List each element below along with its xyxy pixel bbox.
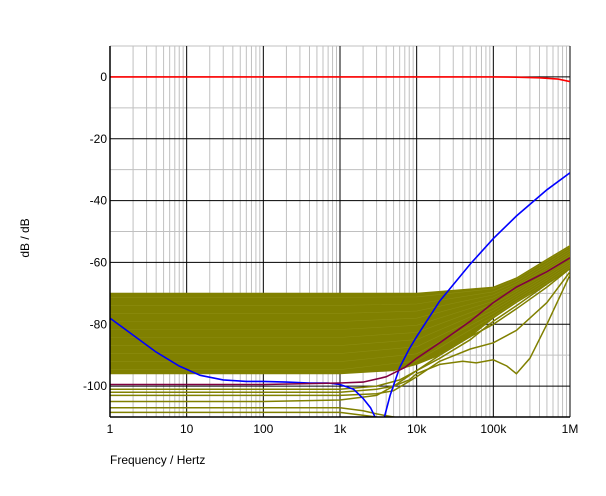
x-tick-label: 1k <box>334 422 348 436</box>
olive-band-streak <box>110 246 570 298</box>
olive-series-line <box>110 274 570 394</box>
x-tick-label: 100k <box>480 422 507 436</box>
series-line <box>110 257 570 386</box>
series-line <box>383 172 570 417</box>
x-axis-label: Frequency / Hertz <box>110 453 205 467</box>
x-tick-label: 100 <box>253 422 273 436</box>
olive-series-line <box>110 267 570 390</box>
olive-series-line <box>110 268 570 403</box>
olive-band-area <box>110 244 570 375</box>
olive-band-streak <box>110 248 570 306</box>
y-tick-label: -20 <box>90 132 108 146</box>
series-line <box>110 76 570 83</box>
olive-series-line <box>110 411 381 417</box>
y-tick-label: 0 <box>100 70 107 84</box>
olive-band-streak <box>110 250 570 314</box>
x-tick-label: 10k <box>407 422 427 436</box>
y-tick-label: -60 <box>90 255 108 269</box>
x-tick-label: 1M <box>562 422 579 436</box>
olive-band-streak <box>110 260 570 346</box>
olive-band-streak <box>110 264 570 362</box>
olive-band-streak <box>110 267 570 370</box>
series-lines <box>110 76 570 417</box>
axes <box>109 46 570 418</box>
x-tick-label: 10 <box>180 422 194 436</box>
olive-series-line <box>110 406 398 417</box>
y-tick-label: -100 <box>83 379 107 393</box>
olive-band <box>110 244 570 417</box>
olive-band-streak <box>110 255 570 330</box>
olive-band-streak <box>110 262 570 354</box>
series-line <box>110 317 376 417</box>
olive-band-streak <box>110 257 570 338</box>
y-axis-label: dB / dB <box>18 218 32 257</box>
y-tick-label: -40 <box>90 194 108 208</box>
olive-band-streak <box>110 253 570 322</box>
olive-series-line <box>110 271 570 397</box>
y-tick-label: -80 <box>90 317 108 331</box>
x-tick-label: 1 <box>107 422 114 436</box>
tick-labels: 1 10 100 1k 10k 100k 1M 0 -20 -40 -60 -80 -100 <box>83 70 578 436</box>
